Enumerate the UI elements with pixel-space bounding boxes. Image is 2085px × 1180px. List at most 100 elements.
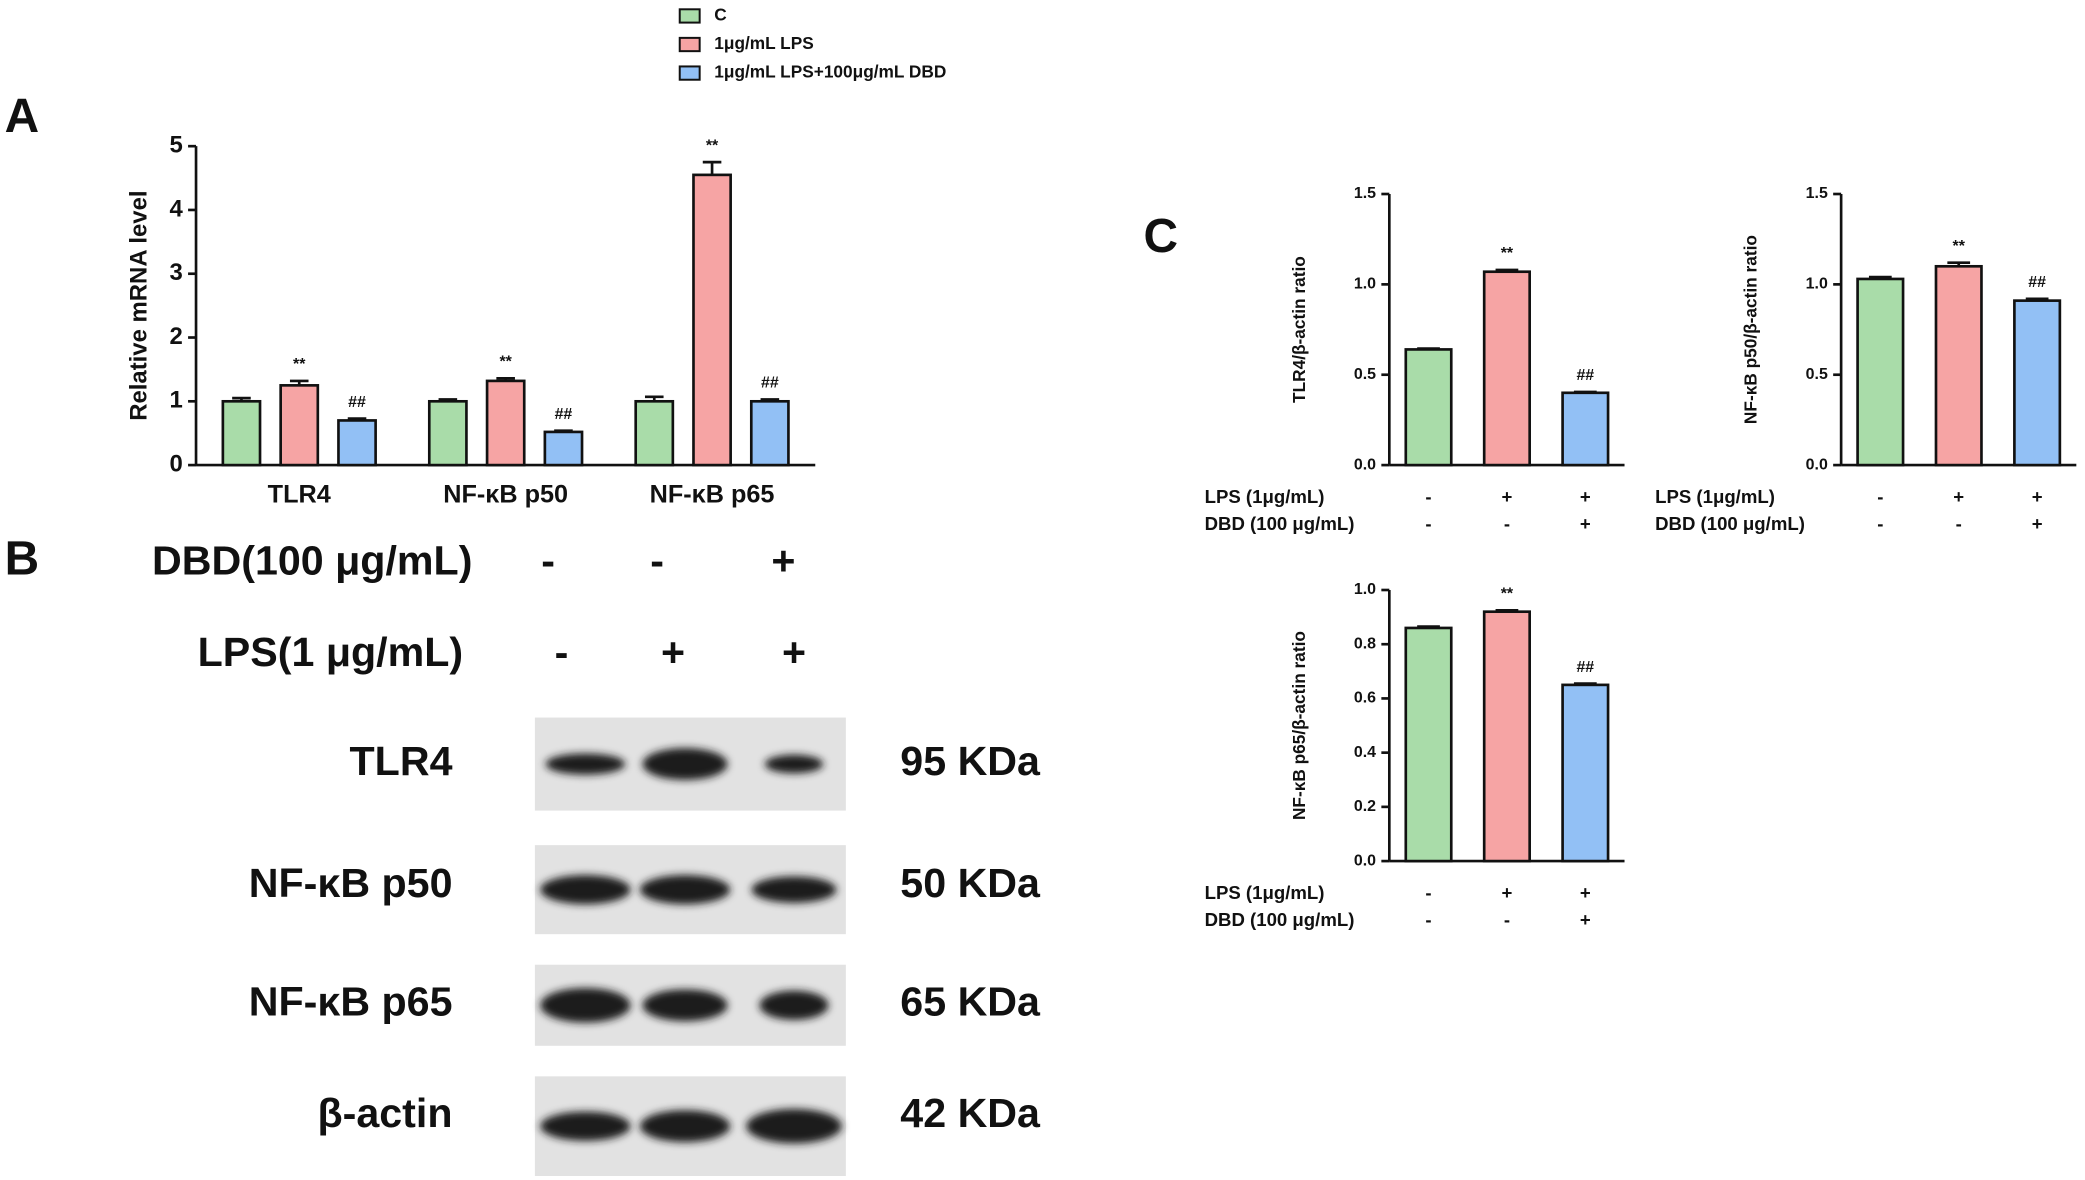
bar: [337, 419, 377, 467]
blot-band: [746, 1108, 842, 1144]
error-bar: [289, 379, 309, 386]
y-axis-label: NF-κB p65/β-actin ratio: [1289, 631, 1309, 820]
legend-label: 1μg/mL LPS+100μg/mL DBD: [714, 62, 946, 82]
y-axis-label: NF-κB p50/β-actin ratio: [1741, 235, 1761, 424]
condition-label: DBD (100 μg/mL): [1205, 513, 1355, 534]
treatment-mark: +: [771, 537, 795, 583]
error-bar: [1495, 268, 1519, 272]
significance-label: **: [1501, 586, 1514, 603]
significance-label: ##: [761, 375, 779, 392]
condition-mark: -: [1504, 513, 1510, 534]
condition-mark: +: [1953, 486, 1964, 507]
y-tick-label: 1.0: [1806, 276, 1828, 293]
blot-band: [642, 989, 728, 1022]
treatment-mark: +: [661, 629, 685, 675]
x-tick-label: TLR4: [268, 480, 331, 508]
error-bar: [347, 417, 367, 421]
condition-mark: +: [2032, 486, 2043, 507]
bar: [634, 399, 675, 467]
condition-label: LPS (1μg/mL): [1205, 486, 1325, 507]
error-bar: [496, 377, 515, 381]
significance-label: ##: [1576, 659, 1594, 676]
treatment-mark: -: [650, 537, 664, 583]
size-label: 42 KDa: [900, 1090, 1041, 1136]
y-tick-label: 1.0: [1354, 581, 1376, 598]
condition-mark: -: [1956, 513, 1962, 534]
error-bar: [1573, 390, 1597, 394]
condition-label: DBD (100 μg/mL): [1655, 513, 1805, 534]
error-bar: [1495, 609, 1519, 612]
bar: [543, 430, 584, 467]
blot-band: [751, 876, 837, 903]
y-tick-label: 1.5: [1806, 185, 1828, 202]
condition-label: DBD (100 μg/mL): [1205, 909, 1355, 930]
bar: [1404, 626, 1453, 863]
treatment-mark: +: [782, 629, 806, 675]
condition-mark: +: [1501, 882, 1512, 903]
error-bar: [438, 398, 458, 402]
blot-band: [639, 875, 731, 905]
y-tick-label: 0.4: [1354, 744, 1376, 761]
error-bar: [1868, 275, 1892, 279]
protein-label: NF-κB p65: [249, 978, 453, 1024]
condition-label: LPS (1μg/mL): [1655, 486, 1775, 507]
y-tick-label: 2: [169, 323, 182, 350]
y-axis-label: TLR4/β-actin ratio: [1289, 256, 1309, 403]
condition-mark: -: [1877, 513, 1883, 534]
condition-label: LPS (1μg/mL): [1205, 882, 1325, 903]
y-tick-label: 1: [169, 387, 182, 414]
blot-band: [759, 990, 829, 1020]
condition-mark: -: [1425, 513, 1431, 534]
y-tick-label: 0.6: [1354, 690, 1376, 707]
y-tick-label: 1.0: [1354, 276, 1376, 293]
error-bar: [1573, 682, 1597, 685]
error-bar: [1417, 625, 1440, 628]
bar: [427, 399, 468, 467]
y-tick-label: 1.5: [1354, 185, 1376, 202]
error-bar: [702, 160, 722, 175]
error-bar: [644, 395, 664, 402]
blot-band: [545, 753, 626, 775]
panel-label: B: [5, 533, 40, 586]
legend-label: C: [714, 5, 726, 25]
bar: [1561, 683, 1610, 863]
protein-label: β-actin: [318, 1090, 453, 1136]
condition-mark: -: [1877, 486, 1883, 507]
legend-swatch: [678, 36, 701, 53]
x-tick-label: NF-κB p50: [443, 480, 568, 508]
error-bar: [1417, 347, 1440, 350]
y-tick-label: 5: [169, 131, 182, 158]
bar: [221, 399, 262, 467]
treatment-mark: -: [555, 629, 569, 675]
condition-mark: +: [2032, 513, 2043, 534]
blot-band: [540, 875, 631, 905]
panel-label: A: [5, 90, 40, 143]
treatment-label: LPS(1 μg/mL): [198, 629, 463, 675]
condition-mark: +: [1580, 882, 1591, 903]
treatment-label: DBD(100 μg/mL): [152, 537, 472, 583]
significance-label: ##: [1576, 367, 1594, 384]
significance-label: **: [293, 356, 306, 373]
y-tick-label: 0.5: [1806, 366, 1828, 383]
significance-label: ##: [555, 406, 573, 423]
significance-label: **: [1501, 245, 1514, 262]
size-label: 95 KDa: [900, 738, 1041, 784]
legend-label: 1μg/mL LPS: [714, 33, 813, 53]
y-tick-label: 4: [169, 195, 183, 222]
legend-swatch: [678, 8, 701, 24]
significance-label: **: [1953, 238, 1966, 255]
condition-mark: -: [1425, 909, 1431, 930]
y-tick-label: 0.0: [1354, 852, 1376, 869]
error-bar: [232, 396, 251, 402]
bar: [1404, 348, 1453, 467]
blot-band: [639, 1110, 731, 1143]
condition-mark: +: [1580, 486, 1591, 507]
condition-mark: +: [1580, 909, 1591, 930]
bar: [2013, 299, 2062, 467]
condition-mark: +: [1580, 513, 1591, 534]
error-bar: [2025, 297, 2049, 301]
legend-swatch: [678, 65, 701, 81]
condition-mark: -: [1425, 882, 1431, 903]
protein-label: NF-κB p50: [249, 860, 453, 906]
